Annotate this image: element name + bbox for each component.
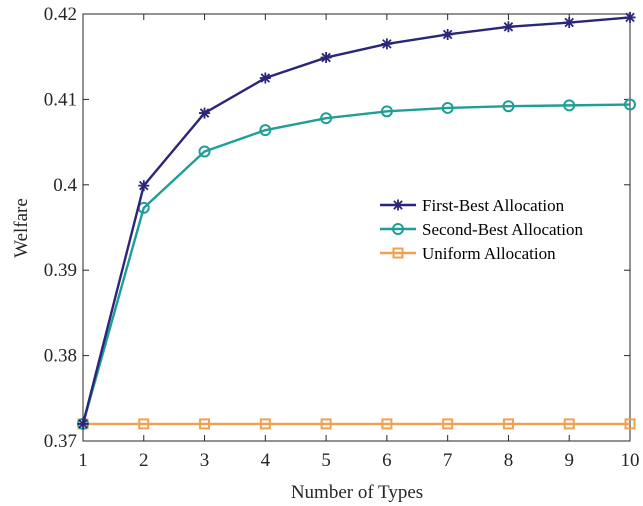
- y-tick-label: 0.38: [44, 346, 77, 367]
- data-point: [320, 112, 333, 125]
- legend-marker: [392, 247, 404, 259]
- circle-marker: [380, 105, 393, 118]
- asterisk-marker: [138, 180, 150, 192]
- asterisk-marker: [624, 11, 636, 23]
- data-point: [320, 52, 332, 64]
- data-point: [442, 28, 454, 40]
- y-tick-label: 0.37: [44, 431, 77, 452]
- square-marker: [138, 418, 150, 430]
- data-point: [381, 418, 393, 430]
- data-point: [199, 107, 211, 119]
- square-marker: [320, 418, 332, 430]
- square-marker: [381, 418, 393, 430]
- data-point: [563, 418, 575, 430]
- legend-label: Second-Best Allocation: [422, 220, 584, 239]
- asterisk-marker: [563, 17, 575, 29]
- data-point: [624, 98, 636, 111]
- series-uniform-allocation: [77, 418, 636, 430]
- legend-item: Second-Best Allocation: [380, 220, 584, 239]
- data-point: [381, 38, 393, 50]
- x-tick-label: 8: [504, 450, 514, 471]
- circle-marker: [198, 145, 211, 158]
- y-tick-label: 0.39: [44, 260, 77, 281]
- plot-frame: [82, 13, 631, 442]
- y-axis-label: Welfare: [11, 198, 32, 258]
- data-point: [259, 418, 271, 430]
- square-marker: [259, 418, 271, 430]
- data-point: [624, 418, 636, 430]
- legend-marker: [392, 199, 404, 211]
- data-point: [380, 105, 393, 118]
- circle-marker: [320, 112, 333, 125]
- data-point: [442, 418, 454, 430]
- x-tick-label: 5: [321, 450, 331, 471]
- y-tick-label: 0.4: [53, 175, 77, 196]
- y-tick-label: 0.42: [44, 4, 77, 25]
- legend-marker: [392, 223, 404, 235]
- x-axis-label: Number of Types: [291, 482, 423, 503]
- circle-marker: [259, 124, 272, 137]
- legend: First-Best Allocation Second-Best Allocat…: [380, 196, 584, 263]
- circle-marker: [392, 223, 404, 235]
- series-line: [81, 103, 631, 425]
- data-point: [320, 418, 332, 430]
- x-tick-label: 4: [261, 450, 271, 471]
- data-point: [199, 418, 211, 430]
- circle-marker: [502, 100, 515, 113]
- data-point: [502, 418, 514, 430]
- series-line: [81, 16, 631, 425]
- legend-label: Uniform Allocation: [422, 244, 556, 263]
- y-tick-label: 0.41: [44, 89, 77, 110]
- asterisk-marker: [381, 38, 393, 50]
- data-point: [441, 101, 454, 114]
- asterisk-marker: [199, 107, 211, 119]
- legend-item: Uniform Allocation: [380, 244, 556, 263]
- x-tick-label: 6: [382, 450, 392, 471]
- square-marker: [624, 418, 636, 430]
- x-tick-label: 3: [200, 450, 210, 471]
- data-point: [502, 100, 515, 113]
- data-point: [563, 17, 575, 29]
- data-point: [77, 418, 89, 430]
- x-tick-label: 9: [564, 450, 574, 471]
- circle-marker: [563, 99, 576, 112]
- data-point: [198, 145, 211, 158]
- square-marker: [442, 418, 454, 430]
- data-point: [259, 72, 271, 84]
- data-point: [624, 11, 636, 23]
- x-tick-label: 2: [139, 450, 149, 471]
- data-point: [138, 418, 150, 430]
- legend-label: First-Best Allocation: [422, 196, 565, 215]
- square-marker: [502, 418, 514, 430]
- square-marker: [199, 418, 211, 430]
- asterisk-marker: [502, 21, 514, 33]
- axes: 1 2 3 4 5 6 7 8 9 10 0.37 0.38 0.39 0.4 0.41 0.42: [44, 4, 640, 471]
- asterisk-marker: [442, 28, 454, 40]
- data-point: [138, 180, 150, 192]
- data-point: [259, 124, 272, 137]
- asterisk-marker: [392, 199, 404, 211]
- series-layer: [77, 11, 636, 430]
- circle-marker: [624, 98, 636, 111]
- series-second-best-allocation: [77, 98, 636, 430]
- data-point: [563, 99, 576, 112]
- x-tick-label: 7: [443, 450, 453, 471]
- asterisk-marker: [259, 72, 271, 84]
- asterisk-marker: [77, 418, 89, 430]
- circle-marker: [441, 101, 454, 114]
- x-tick-label: 1: [78, 450, 88, 471]
- x-tick-label: 10: [621, 450, 640, 471]
- asterisk-marker: [320, 52, 332, 64]
- legend-item: First-Best Allocation: [380, 196, 565, 215]
- series-first-best-allocation: [77, 11, 636, 430]
- square-marker: [563, 418, 575, 430]
- data-point: [502, 21, 514, 33]
- square-marker: [392, 247, 404, 259]
